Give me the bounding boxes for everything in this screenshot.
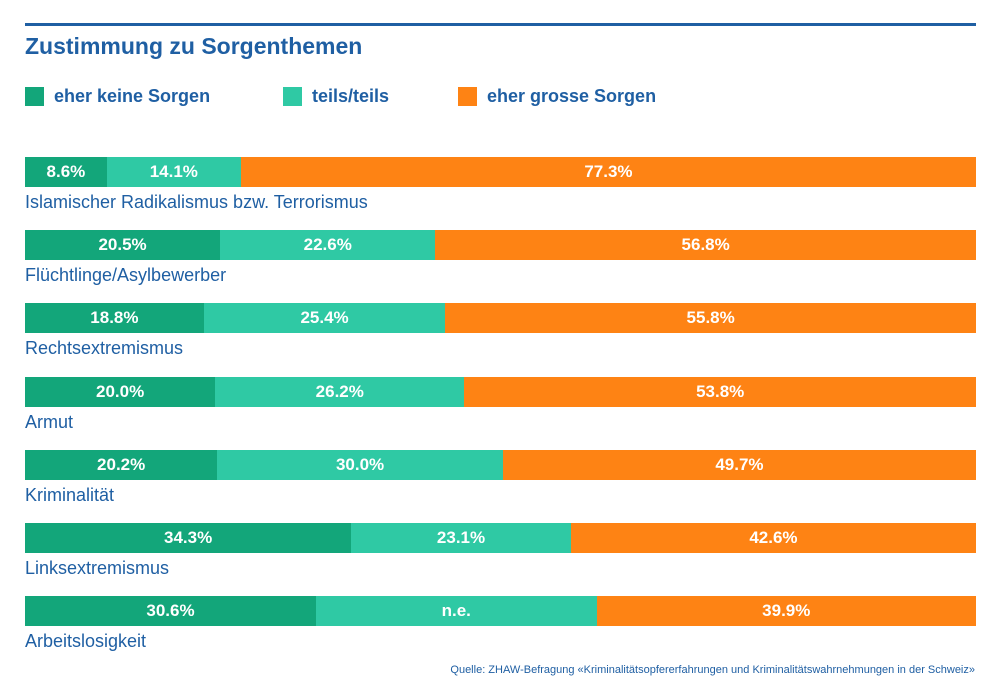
bar-segment: 20.5% [25, 230, 221, 260]
bar-segment: 23.1% [351, 523, 571, 553]
bar-segment: 25.4% [203, 303, 446, 333]
bar-segment: 56.8% [435, 230, 976, 260]
bar-segment: 53.8% [464, 377, 976, 407]
bar-segment: 30.0% [217, 450, 503, 480]
bar-segment: 49.7% [502, 450, 976, 480]
bar-value-label: 49.7% [715, 455, 764, 474]
source-note: Quelle: ZHAW-Befragung «Kriminalitätsopf… [450, 664, 975, 676]
bar-value-label: 23.1% [436, 528, 486, 547]
bar-value-label: 18.8% [90, 308, 139, 327]
bar-value-label: 30.6% [146, 601, 195, 620]
bar-value-label: 56.8% [681, 235, 730, 254]
bar-segment: 39.9% [596, 596, 976, 626]
bar-value-label: 20.5% [98, 235, 147, 254]
bar-segment: 30.6% [25, 596, 316, 626]
legend-label-grosse-sorgen: eher grosse Sorgen [487, 86, 657, 106]
bar-segment: 22.6% [220, 230, 436, 260]
bar-segment: 77.3% [240, 157, 976, 187]
bar-value-label: 20.0% [95, 382, 145, 401]
bar-segment: 55.8% [445, 303, 976, 333]
bar-value-label: 77.3% [584, 162, 633, 181]
bar-value-label: 14.1% [149, 162, 198, 181]
bar-value-label: n.e. [441, 601, 471, 620]
legend-label-keine-sorgen: eher keine Sorgen [54, 86, 211, 106]
category-label: Islamischer Radikalismus bzw. Terrorismu… [25, 192, 368, 212]
legend-swatch-grosse-sorgen [458, 87, 477, 106]
bar-segment: 20.0% [25, 377, 216, 407]
legend-label-teils: teils/teils [312, 86, 390, 106]
legend-swatch-keine-sorgen [25, 87, 44, 106]
legend-item-grosse-sorgen: eher grosse Sorgen [458, 86, 656, 107]
bar-segment: 26.2% [215, 377, 465, 407]
bar-value-label: 20.2% [97, 455, 146, 474]
category-label: Linksextremismus [25, 558, 170, 578]
bar-segment: 14.1% [106, 157, 241, 187]
legend-item-teils: teils/teils [283, 86, 389, 107]
bar-value-label: 34.3% [163, 528, 213, 547]
legend: eher keine Sorgen teils/teils eher gross… [0, 86, 1000, 108]
bar-value-label: 53.8% [696, 382, 745, 401]
chart-title: Zustimmung zu Sorgenthemen [25, 33, 363, 59]
bar-segment: 42.6% [570, 523, 976, 553]
category-label: Flüchtlinge/Asylbewerber [25, 265, 227, 285]
bar-value-label: 30.0% [335, 455, 385, 474]
bar-value-label: 8.6% [46, 162, 86, 181]
top-rule [25, 23, 976, 26]
bar-value-label: 22.6% [303, 235, 352, 254]
bar-segment: n.e. [316, 596, 597, 626]
bar-value-label: 55.8% [686, 308, 735, 327]
bar-segment: 8.6% [25, 157, 107, 187]
legend-item-keine-sorgen: eher keine Sorgen [25, 86, 210, 107]
bar-value-label: 42.6% [749, 528, 798, 547]
category-label: Armut [25, 412, 74, 432]
category-label: Kriminalität [25, 485, 115, 505]
bar-segment: 20.2% [25, 450, 218, 480]
bar-segment: 18.8% [25, 303, 204, 333]
bar-value-label: 39.9% [762, 601, 811, 620]
category-label: Arbeitslosigkeit [25, 631, 147, 651]
bar-segment: 34.3% [25, 523, 352, 553]
bar-value-label: 26.2% [315, 382, 364, 401]
legend-swatch-teils [283, 87, 302, 106]
bar-value-label: 25.4% [300, 308, 349, 327]
category-label: Rechtsextremismus [25, 338, 184, 358]
